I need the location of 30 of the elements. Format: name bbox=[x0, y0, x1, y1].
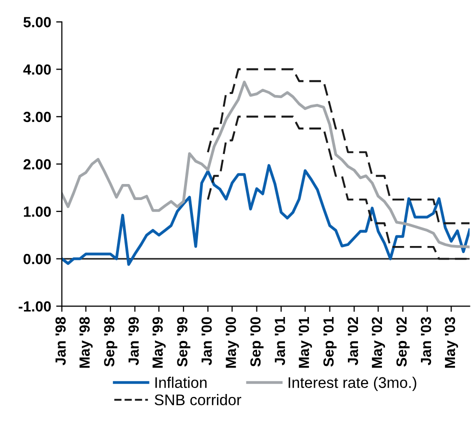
x-tick-label: May '99 bbox=[152, 317, 166, 368]
x-tick-label: May '98 bbox=[79, 317, 93, 368]
y-tick-label: 5.00 bbox=[23, 17, 51, 28]
y-tick-label: 3.00 bbox=[23, 112, 51, 122]
x-tick-label: Jan '99 bbox=[128, 317, 139, 366]
x-tick-label: Jan '00 bbox=[201, 317, 212, 366]
x-tick-label: Jan '98 bbox=[55, 317, 66, 366]
line-series bbox=[206, 68, 470, 224]
x-tick-label: Jan '02 bbox=[348, 317, 358, 366]
legend-label: Inflation bbox=[155, 376, 207, 388]
x-tick-label: May '00 bbox=[226, 317, 239, 368]
y-tick-label: -1.00 bbox=[18, 301, 51, 312]
x-tick-label: May '02 bbox=[372, 317, 385, 368]
line-series bbox=[62, 164, 470, 266]
x-tick-label: Sep '98 bbox=[104, 317, 118, 367]
x-tick-label: Jan '03 bbox=[420, 317, 432, 366]
x-tick-label: Jan '01 bbox=[274, 316, 286, 366]
legend-label: Interest rate (3mo.) bbox=[288, 376, 416, 391]
y-tick-label: 1.00 bbox=[24, 206, 51, 217]
y-tick-label: 0.00 bbox=[24, 254, 51, 264]
x-tick-label: Sep '02 bbox=[396, 317, 410, 367]
x-tick-label: Sep '00 bbox=[250, 317, 264, 367]
y-tick-label: 2.00 bbox=[24, 159, 51, 170]
legend-label: SNB corridor bbox=[154, 394, 242, 406]
x-tick-label: Sep '01 bbox=[323, 316, 337, 367]
x-tick-label: May '03 bbox=[444, 317, 458, 368]
line-series bbox=[62, 80, 470, 248]
x-tick-label: May '01 bbox=[298, 316, 312, 368]
y-tick-label: 4.00 bbox=[23, 64, 51, 75]
x-tick-label: Sep '99 bbox=[177, 317, 190, 367]
